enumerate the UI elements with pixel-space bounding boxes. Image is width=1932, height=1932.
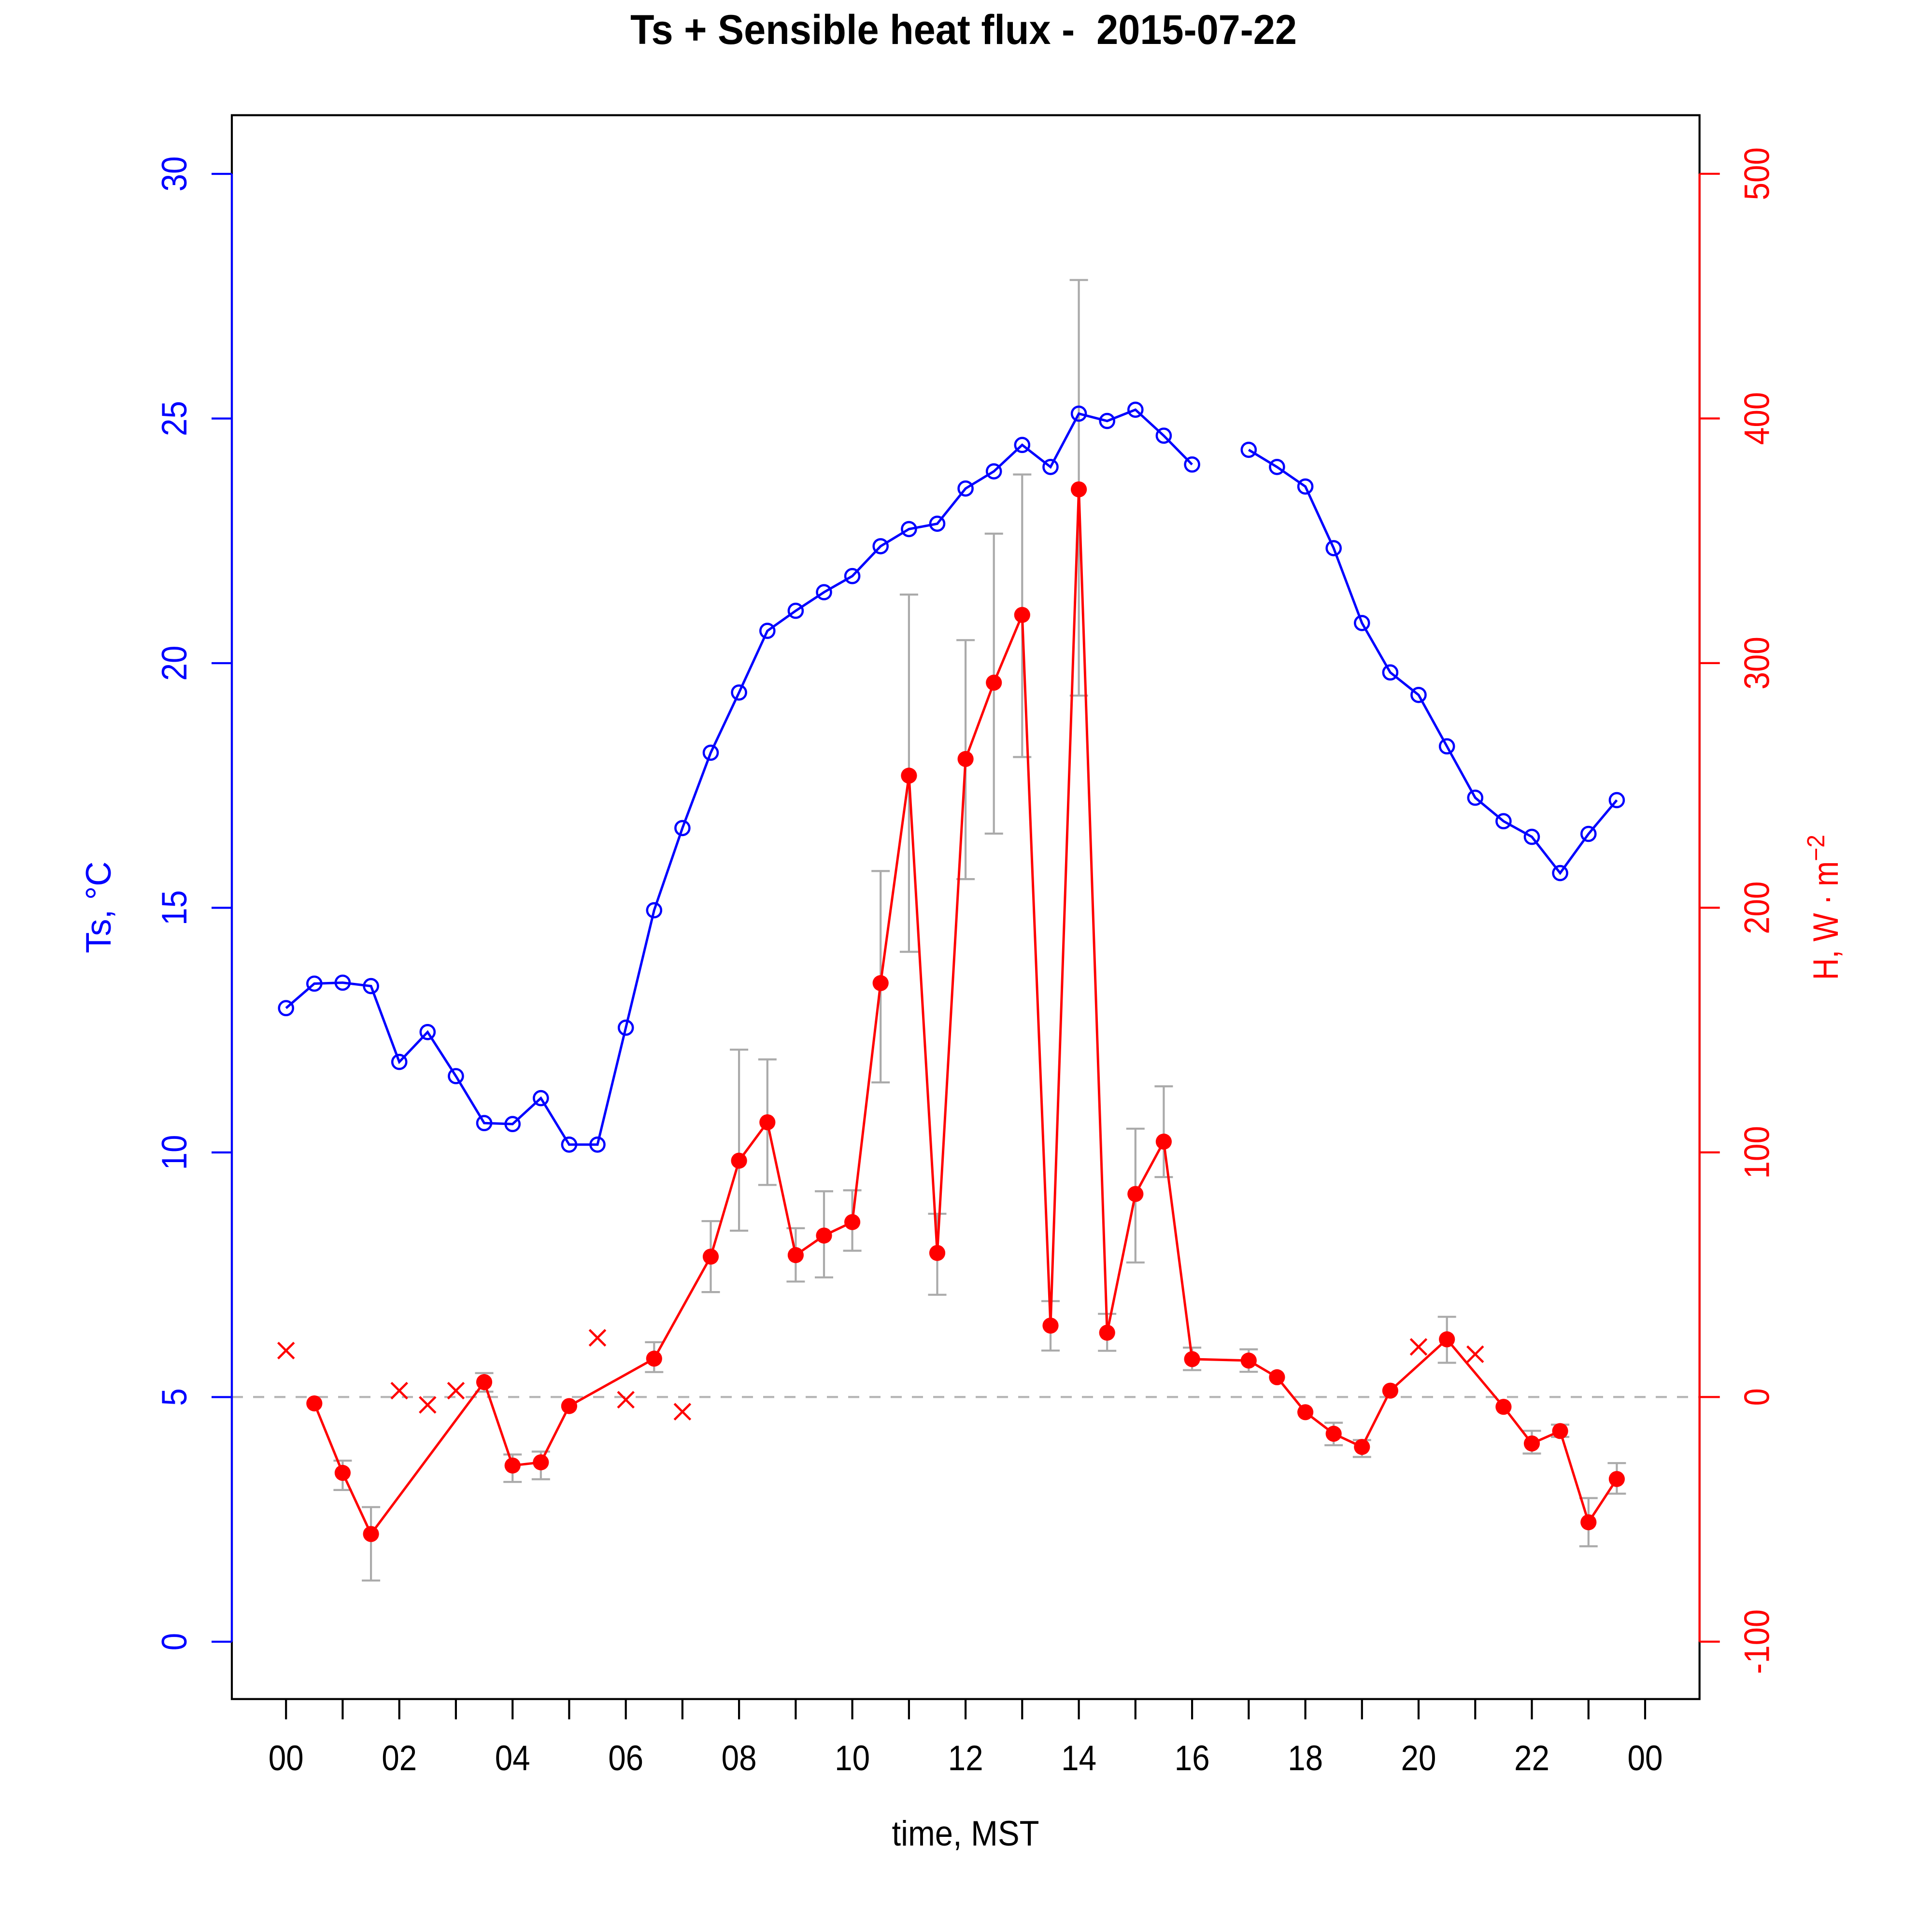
svg-text:H, W · m: H, W · m — [1806, 861, 1846, 980]
svg-text:0: 0 — [1738, 1388, 1777, 1406]
svg-text:16: 16 — [1175, 1739, 1210, 1778]
svg-text:06: 06 — [608, 1739, 643, 1778]
svg-text:20: 20 — [155, 646, 194, 681]
svg-text:12: 12 — [948, 1739, 983, 1778]
svg-text:10: 10 — [155, 1135, 194, 1170]
svg-text:08: 08 — [722, 1739, 757, 1778]
svg-text:00: 00 — [1628, 1739, 1663, 1778]
svg-text:-100: -100 — [1738, 1609, 1777, 1674]
svg-text:5: 5 — [155, 1388, 194, 1406]
svg-text:02: 02 — [382, 1739, 417, 1778]
svg-text:−2: −2 — [1802, 835, 1830, 861]
svg-text:Ts, °C: Ts, °C — [79, 862, 118, 953]
svg-text:20: 20 — [1401, 1739, 1436, 1778]
svg-text:25: 25 — [155, 401, 194, 436]
svg-text:0: 0 — [155, 1633, 194, 1651]
svg-text:400: 400 — [1738, 392, 1777, 445]
svg-text:200: 200 — [1738, 881, 1777, 935]
svg-text:18: 18 — [1288, 1739, 1323, 1778]
svg-text:15: 15 — [155, 890, 194, 925]
svg-text:500: 500 — [1738, 147, 1777, 200]
svg-text:300: 300 — [1738, 637, 1777, 690]
svg-text:22: 22 — [1514, 1739, 1549, 1778]
svg-text:04: 04 — [495, 1739, 530, 1778]
svg-text:Ts + Sensible heat flux - 201: Ts + Sensible heat flux - 2015-07-22 — [630, 7, 1297, 53]
svg-text:time, MST: time, MST — [892, 1814, 1039, 1853]
svg-text:14: 14 — [1061, 1739, 1096, 1778]
svg-text:100: 100 — [1738, 1126, 1777, 1179]
svg-text:00: 00 — [269, 1739, 304, 1778]
svg-text:10: 10 — [835, 1739, 870, 1778]
svg-text:30: 30 — [155, 156, 194, 192]
